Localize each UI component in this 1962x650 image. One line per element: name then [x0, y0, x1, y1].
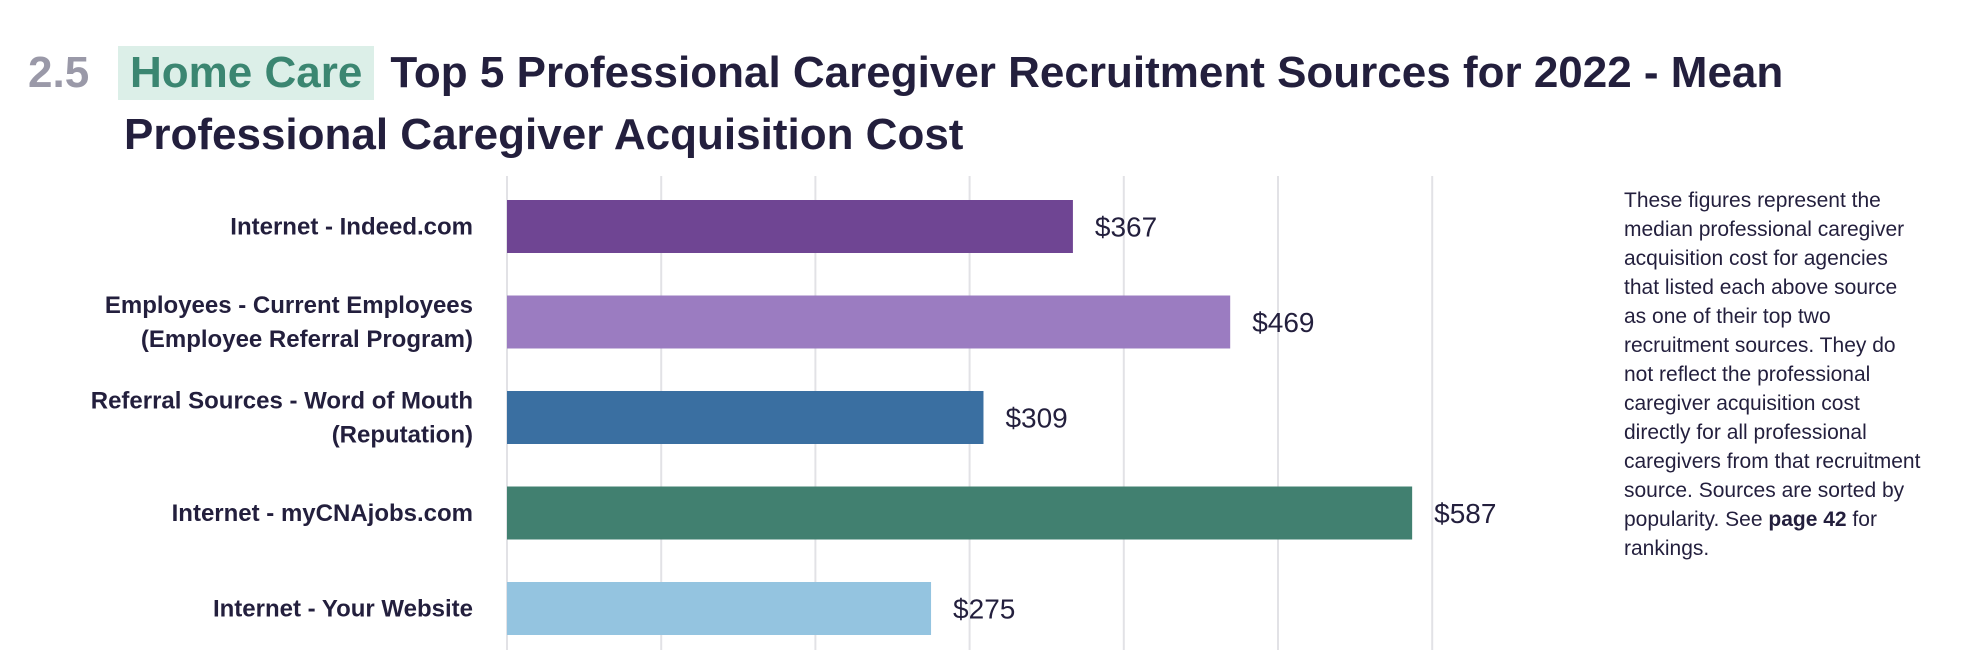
footnote-text: These figures represent the median profe…	[1624, 189, 1921, 531]
value-label: $469	[1252, 307, 1314, 338]
title-line-1: Top 5 Professional Caregiver Recruitment…	[390, 48, 1784, 97]
value-label: $367	[1095, 212, 1157, 243]
bar	[507, 582, 932, 635]
bar	[507, 295, 1231, 349]
category-label: (Reputation)	[332, 422, 473, 449]
value-label: $587	[1434, 498, 1496, 529]
footnote-page-ref: page 42	[1768, 508, 1847, 531]
bar	[507, 486, 1413, 540]
value-label: $275	[953, 594, 1015, 625]
chart-footnote: These figures represent the median profe…	[1624, 186, 1924, 563]
chart-title: 2.5 Home Care Top 5 Professional Caregiv…	[28, 42, 1928, 166]
category-label: Internet - Indeed.com	[230, 214, 473, 241]
category-label: Internet - myCNAjobs.com	[172, 500, 473, 527]
footnote-tail: for rankings.	[1624, 508, 1877, 560]
value-label: $309	[1005, 403, 1067, 434]
category-label: Internet - Your Website	[213, 596, 473, 623]
title-line-2: Professional Caregiver Acquisition Cost	[124, 110, 964, 159]
bar	[507, 200, 1073, 253]
bar	[507, 391, 984, 444]
category-label: Referral Sources - Word of Mouth	[91, 388, 473, 415]
category-label: (Employee Referral Program)	[141, 326, 473, 353]
section-number: 2.5	[28, 48, 90, 97]
bar-chart: $367 Internet - Indeed.com $469 Employees -…	[91, 176, 1496, 650]
segment-badge: Home Care	[118, 46, 375, 100]
category-label: Employees - Current Employees	[105, 292, 473, 319]
